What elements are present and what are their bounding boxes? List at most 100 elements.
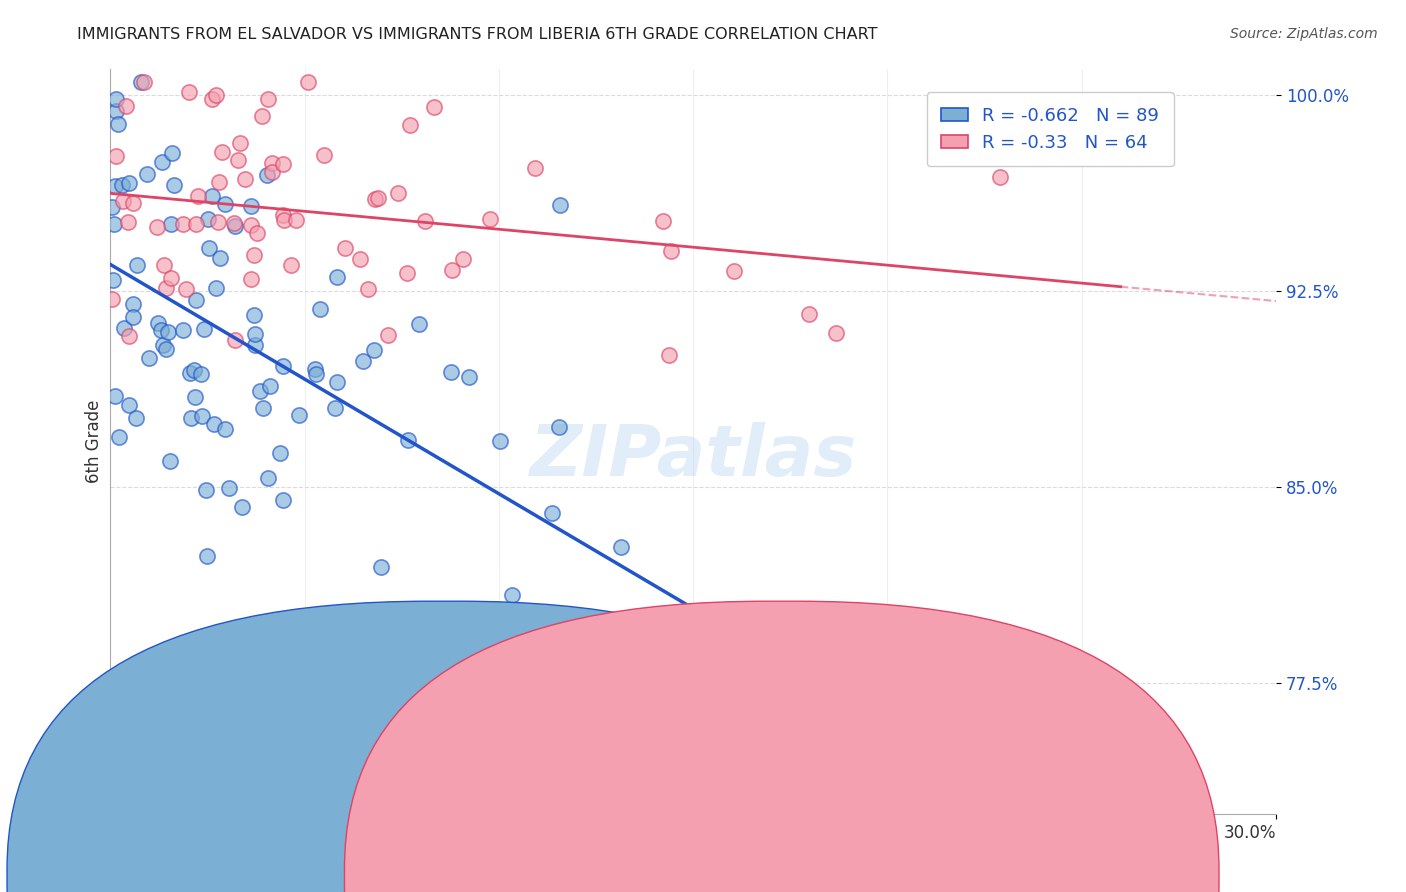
Y-axis label: 6th Grade: 6th Grade bbox=[86, 400, 103, 483]
Point bbox=[149, 323, 172, 337]
Point bbox=[541, 506, 564, 520]
Point bbox=[363, 343, 385, 357]
Point bbox=[197, 211, 219, 226]
Point bbox=[150, 154, 173, 169]
Point bbox=[138, 351, 160, 366]
Point bbox=[104, 92, 127, 106]
Point bbox=[190, 367, 212, 381]
Point bbox=[115, 99, 138, 113]
Point bbox=[172, 323, 194, 337]
Text: Immigrants from El Salvador: Immigrants from El Salvador bbox=[471, 869, 709, 887]
Point bbox=[723, 263, 745, 277]
Point bbox=[242, 247, 264, 261]
Point bbox=[101, 292, 124, 306]
Point bbox=[146, 316, 169, 330]
Point bbox=[239, 218, 262, 232]
Point bbox=[159, 217, 181, 231]
Point bbox=[129, 74, 152, 88]
Point bbox=[501, 588, 523, 602]
Point bbox=[478, 211, 501, 226]
Point bbox=[101, 200, 124, 214]
Point bbox=[440, 365, 463, 379]
Point bbox=[224, 333, 246, 347]
Point bbox=[271, 209, 294, 223]
Point bbox=[103, 217, 125, 231]
Point bbox=[135, 167, 157, 181]
Point bbox=[271, 359, 294, 373]
Point bbox=[308, 301, 330, 316]
Point bbox=[824, 326, 846, 341]
Point bbox=[548, 198, 571, 212]
Point bbox=[160, 146, 183, 161]
Point bbox=[132, 74, 155, 88]
Point bbox=[145, 219, 167, 234]
Point bbox=[458, 369, 481, 384]
Point bbox=[186, 218, 208, 232]
Point bbox=[191, 409, 214, 424]
Point bbox=[226, 153, 249, 168]
Point bbox=[152, 258, 174, 272]
Point bbox=[174, 283, 197, 297]
Text: ZIPatlas: ZIPatlas bbox=[530, 422, 856, 491]
Point bbox=[162, 178, 184, 193]
Point bbox=[271, 492, 294, 507]
Point bbox=[195, 483, 218, 497]
Point bbox=[352, 353, 374, 368]
Point bbox=[271, 157, 294, 171]
Point bbox=[107, 117, 129, 131]
Point bbox=[287, 408, 309, 422]
Point bbox=[260, 156, 283, 170]
Point bbox=[323, 401, 346, 415]
Point bbox=[449, 727, 471, 741]
Point bbox=[112, 321, 135, 335]
Point bbox=[252, 401, 274, 416]
Point bbox=[399, 118, 422, 132]
Point bbox=[357, 283, 380, 297]
Point bbox=[280, 259, 302, 273]
Point bbox=[799, 307, 821, 321]
Point bbox=[387, 186, 409, 201]
Point bbox=[207, 215, 229, 229]
Point bbox=[224, 216, 246, 230]
Point bbox=[326, 269, 349, 284]
Point bbox=[326, 375, 349, 389]
Point bbox=[304, 361, 326, 376]
Point bbox=[108, 430, 131, 444]
Point bbox=[127, 258, 149, 272]
Point bbox=[250, 109, 273, 123]
Text: 30.0%: 30.0% bbox=[1223, 824, 1277, 842]
Point bbox=[179, 367, 201, 381]
Point bbox=[211, 145, 233, 160]
Point bbox=[651, 214, 673, 228]
Point bbox=[256, 169, 278, 183]
Point bbox=[121, 195, 143, 210]
Point bbox=[440, 263, 463, 277]
Point bbox=[257, 471, 280, 485]
Point bbox=[202, 417, 225, 431]
Point bbox=[249, 384, 271, 398]
Point bbox=[333, 241, 356, 255]
Point bbox=[489, 434, 512, 448]
Point bbox=[111, 194, 134, 208]
Point bbox=[214, 422, 236, 436]
Point bbox=[198, 241, 221, 255]
Point bbox=[214, 197, 236, 211]
Point bbox=[423, 99, 446, 113]
Point bbox=[104, 103, 127, 118]
Text: IMMIGRANTS FROM EL SALVADOR VS IMMIGRANTS FROM LIBERIA 6TH GRADE CORRELATION CHA: IMMIGRANTS FROM EL SALVADOR VS IMMIGRANT… bbox=[77, 27, 877, 42]
Point bbox=[304, 367, 326, 381]
Point bbox=[104, 178, 127, 193]
Point bbox=[548, 420, 571, 434]
Point bbox=[523, 161, 546, 176]
Point bbox=[658, 348, 681, 362]
Point bbox=[104, 389, 127, 403]
Point bbox=[408, 317, 430, 331]
Point bbox=[125, 411, 148, 425]
Point bbox=[565, 645, 588, 659]
Point bbox=[218, 481, 240, 495]
Point bbox=[256, 92, 278, 106]
Point bbox=[988, 169, 1011, 184]
Point bbox=[111, 178, 134, 193]
Text: Immigrants from Liberia: Immigrants from Liberia bbox=[808, 869, 1010, 887]
Point bbox=[659, 244, 682, 258]
